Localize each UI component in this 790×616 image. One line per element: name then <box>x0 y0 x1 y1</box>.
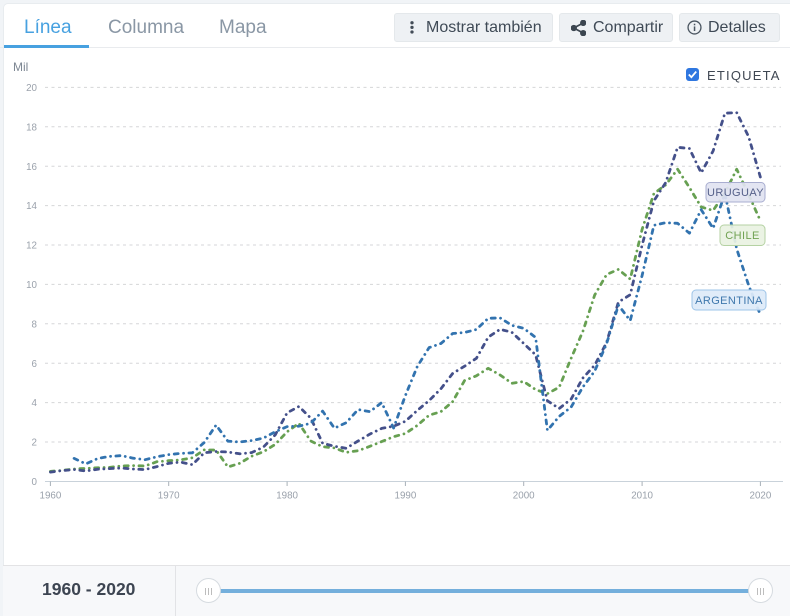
svg-text:12: 12 <box>26 241 37 252</box>
svg-text:8: 8 <box>32 319 38 330</box>
svg-text:1990: 1990 <box>395 490 417 501</box>
svg-text:Mil: Mil <box>13 60 28 74</box>
svg-text:4: 4 <box>32 398 38 409</box>
svg-text:20: 20 <box>26 83 37 94</box>
svg-text:14: 14 <box>26 201 37 212</box>
svg-text:2000: 2000 <box>513 490 535 501</box>
svg-text:0: 0 <box>32 477 38 488</box>
svg-text:6: 6 <box>32 359 38 370</box>
svg-text:1960: 1960 <box>40 490 62 501</box>
svg-text:2020: 2020 <box>750 490 772 501</box>
svg-text:1970: 1970 <box>158 490 180 501</box>
svg-text:1980: 1980 <box>276 490 298 501</box>
svg-text:ARGENTINA: ARGENTINA <box>695 295 763 307</box>
svg-text:URUGUAY: URUGUAY <box>707 187 764 199</box>
svg-text:2: 2 <box>32 438 37 449</box>
svg-text:18: 18 <box>26 122 37 133</box>
svg-text:10: 10 <box>26 280 37 291</box>
svg-text:2010: 2010 <box>631 490 653 501</box>
svg-text:16: 16 <box>26 162 37 173</box>
svg-text:CHILE: CHILE <box>725 230 759 242</box>
